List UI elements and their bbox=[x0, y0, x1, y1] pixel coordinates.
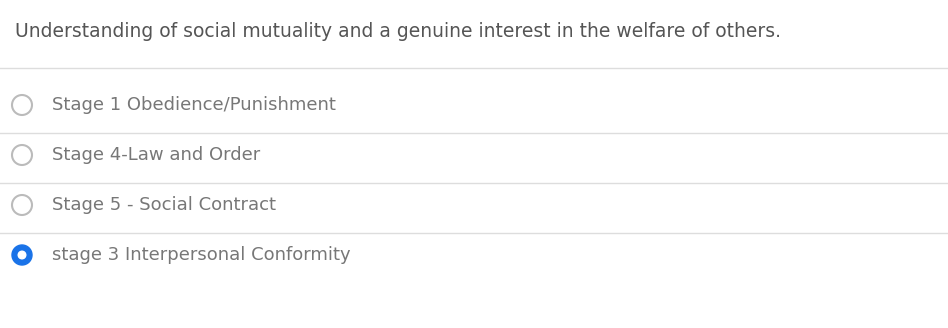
Text: Understanding of social mutuality and a genuine interest in the welfare of other: Understanding of social mutuality and a … bbox=[15, 22, 781, 41]
Circle shape bbox=[18, 251, 26, 259]
Text: Stage 1 Obedience/Punishment: Stage 1 Obedience/Punishment bbox=[52, 96, 336, 114]
Circle shape bbox=[12, 95, 32, 115]
Text: Stage 4-Law and Order: Stage 4-Law and Order bbox=[52, 146, 261, 164]
Text: Stage 5 - Social Contract: Stage 5 - Social Contract bbox=[52, 196, 276, 214]
Circle shape bbox=[12, 245, 32, 265]
Text: stage 3 Interpersonal Conformity: stage 3 Interpersonal Conformity bbox=[52, 246, 351, 264]
Circle shape bbox=[12, 195, 32, 215]
Circle shape bbox=[12, 145, 32, 165]
